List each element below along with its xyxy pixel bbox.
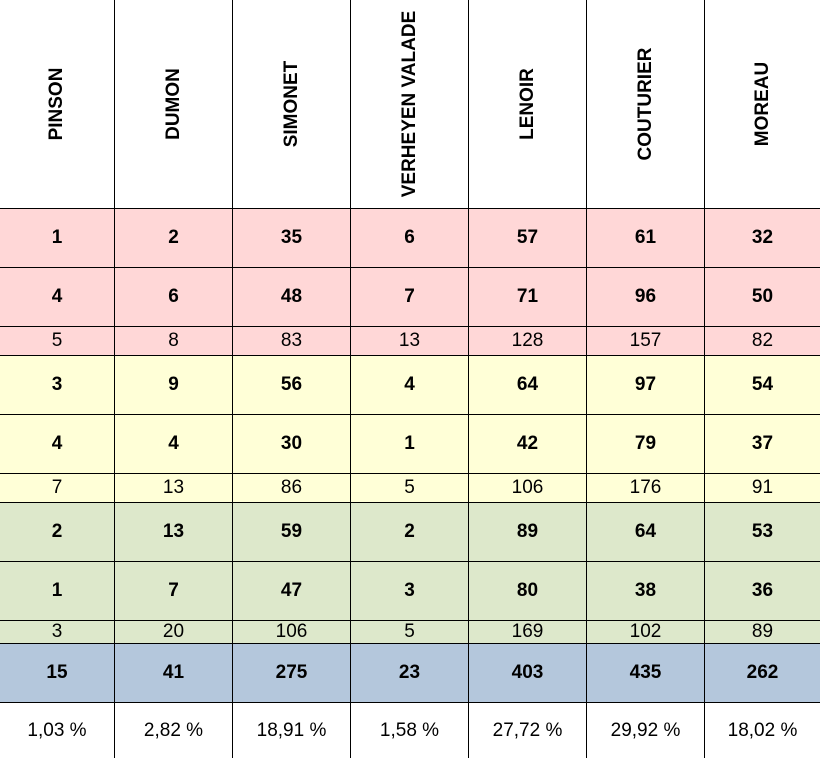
table-cell[interactable]: 2	[115, 209, 233, 268]
table-cell[interactable]: 96	[587, 268, 705, 327]
percentage-cell[interactable]: 29,92 %	[587, 703, 705, 758]
column-header-label: MOREAU	[751, 61, 773, 147]
table-cell[interactable]: 20	[115, 621, 233, 644]
table-cell[interactable]: 42	[469, 415, 587, 474]
table-cell[interactable]: 128	[469, 327, 587, 356]
percentage-cell[interactable]: 18,91 %	[233, 703, 351, 758]
percentage-cell[interactable]: 18,02 %	[705, 703, 820, 758]
table-cell[interactable]: 56	[233, 356, 351, 415]
table-cell[interactable]: 169	[469, 621, 587, 644]
table-cell[interactable]: 7	[351, 268, 469, 327]
table-cell[interactable]: 7	[0, 474, 115, 503]
column-header-label: LENOIR	[516, 68, 538, 140]
total-cell[interactable]: 403	[469, 644, 587, 703]
total-cell[interactable]: 41	[115, 644, 233, 703]
column-header[interactable]: SIMONET	[233, 0, 351, 209]
total-cell[interactable]: 435	[587, 644, 705, 703]
table-cell[interactable]: 4	[351, 356, 469, 415]
table-cell[interactable]: 47	[233, 562, 351, 621]
total-cell[interactable]: 275	[233, 644, 351, 703]
percentage-cell[interactable]: 1,58 %	[351, 703, 469, 758]
table-cell[interactable]: 80	[469, 562, 587, 621]
table-cell[interactable]: 2	[351, 503, 469, 562]
table-cell[interactable]: 37	[705, 415, 820, 474]
table-cell[interactable]: 2	[0, 503, 115, 562]
table-cell[interactable]: 83	[233, 327, 351, 356]
table-cell[interactable]: 176	[587, 474, 705, 503]
table-cell[interactable]: 6	[115, 268, 233, 327]
table-cell[interactable]: 48	[233, 268, 351, 327]
table-cell[interactable]: 89	[469, 503, 587, 562]
table-cell[interactable]: 59	[233, 503, 351, 562]
table-cell[interactable]: 9	[115, 356, 233, 415]
table-cell[interactable]: 4	[0, 415, 115, 474]
column-header[interactable]: PINSON	[0, 0, 115, 209]
column-header[interactable]: COUTURIER	[587, 0, 705, 209]
table-cell[interactable]: 64	[469, 356, 587, 415]
total-cell[interactable]: 262	[705, 644, 820, 703]
table-cell[interactable]: 97	[587, 356, 705, 415]
table-cell[interactable]: 8	[115, 327, 233, 356]
table-cell[interactable]: 1	[0, 562, 115, 621]
table-cell[interactable]: 36	[705, 562, 820, 621]
percentage-cell[interactable]: 2,82 %	[115, 703, 233, 758]
table-cell[interactable]: 57	[469, 209, 587, 268]
table-cell[interactable]: 157	[587, 327, 705, 356]
table-cell[interactable]: 54	[705, 356, 820, 415]
table-cell[interactable]: 106	[233, 621, 351, 644]
table-cell[interactable]: 1	[0, 209, 115, 268]
table-cell[interactable]: 86	[233, 474, 351, 503]
total-cell[interactable]: 23	[351, 644, 469, 703]
table-cell[interactable]: 71	[469, 268, 587, 327]
total-cell[interactable]: 15	[0, 644, 115, 703]
table-cell[interactable]: 79	[587, 415, 705, 474]
table-cell[interactable]: 53	[705, 503, 820, 562]
table-cell[interactable]: 4	[115, 415, 233, 474]
table-cell[interactable]: 5	[351, 621, 469, 644]
table-cell[interactable]: 13	[351, 327, 469, 356]
table-cell[interactable]: 32	[705, 209, 820, 268]
percentage-cell[interactable]: 1,03 %	[0, 703, 115, 758]
table-cell[interactable]: 50	[705, 268, 820, 327]
table-cell[interactable]: 91	[705, 474, 820, 503]
table-cell[interactable]: 82	[705, 327, 820, 356]
table-cell[interactable]: 35	[233, 209, 351, 268]
column-header-label: SIMONET	[280, 60, 302, 148]
table-cell[interactable]: 30	[233, 415, 351, 474]
table-cell[interactable]: 3	[0, 621, 115, 644]
table-cell[interactable]: 106	[469, 474, 587, 503]
table-cell[interactable]: 7	[115, 562, 233, 621]
table-cell[interactable]: 61	[587, 209, 705, 268]
column-header[interactable]: LENOIR	[469, 0, 587, 209]
table-cell[interactable]: 89	[705, 621, 820, 644]
table-cell[interactable]: 5	[0, 327, 115, 356]
table-cell[interactable]: 4	[0, 268, 115, 327]
table-cell[interactable]: 13	[115, 503, 233, 562]
percentage-cell[interactable]: 27,72 %	[469, 703, 587, 758]
column-header-label: PINSON	[46, 67, 67, 141]
table-cell[interactable]: 3	[0, 356, 115, 415]
column-header-label: VERHEYEN VALADE	[398, 10, 420, 198]
column-header-label: DUMON	[162, 68, 184, 140]
table-cell[interactable]: 6	[351, 209, 469, 268]
table-cell[interactable]: 1	[351, 415, 469, 474]
table-cell[interactable]: 102	[587, 621, 705, 644]
column-header-label: COUTURIER	[634, 47, 656, 161]
table-cell[interactable]: 64	[587, 503, 705, 562]
column-header[interactable]: MOREAU	[705, 0, 820, 209]
table-cell[interactable]: 38	[587, 562, 705, 621]
table-cell[interactable]: 3	[351, 562, 469, 621]
column-header[interactable]: DUMON	[115, 0, 233, 209]
column-header[interactable]: VERHEYEN VALADE	[351, 0, 469, 209]
table-cell[interactable]: 13	[115, 474, 233, 503]
table-cell[interactable]: 5	[351, 474, 469, 503]
